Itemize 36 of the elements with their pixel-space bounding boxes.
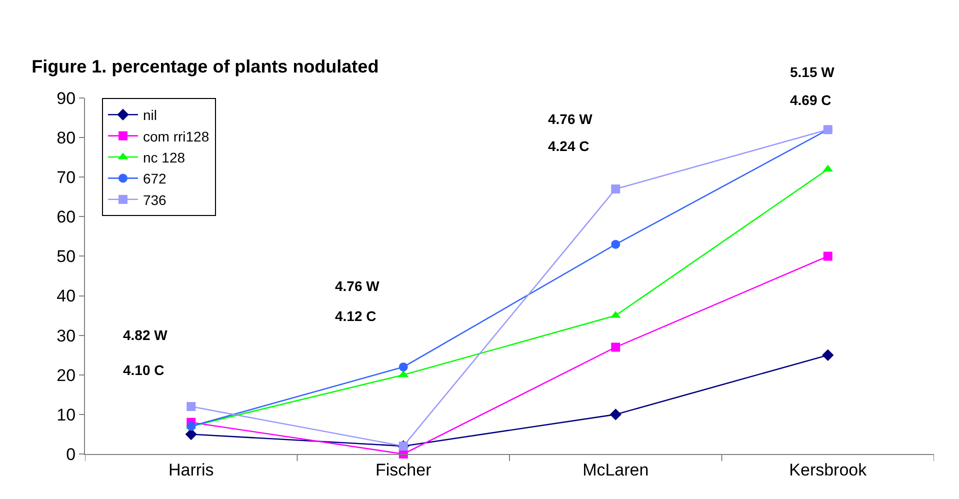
point — [611, 240, 620, 249]
y-tick-label: 40 — [56, 286, 76, 306]
y-tick-label: 20 — [56, 366, 76, 385]
legend-label: com rri128 — [142, 128, 210, 144]
x-tick-label: Fischer — [376, 460, 432, 480]
point — [398, 362, 408, 372]
y-tick-label: 70 — [56, 168, 76, 188]
y-tick-label: 50 — [56, 247, 76, 266]
text: 5.15 W — [790, 64, 836, 80]
legend-label: 736 — [142, 192, 167, 208]
y-tick-label: 90 — [56, 88, 76, 108]
point — [610, 408, 622, 420]
y-tick-label: 80 — [56, 128, 76, 148]
y-tick-label: 10 — [56, 405, 76, 424]
annotation: 4.10 C — [123, 362, 164, 378]
legend-label: nil — [142, 107, 157, 124]
annotation: 4.76 W — [335, 278, 380, 294]
point — [611, 342, 620, 352]
point — [822, 349, 834, 361]
annotation: 4.24 C — [548, 138, 590, 154]
x-tick-label: Kersbrook — [789, 460, 868, 480]
annotation: 4.76 W — [548, 111, 594, 127]
annotation: 4.69 C — [790, 92, 832, 108]
point — [823, 252, 832, 261]
y-tick-label: 30 — [56, 326, 76, 346]
y-tick-label: 60 — [56, 208, 76, 227]
annotation: 4.82 W — [123, 327, 168, 343]
x-tick-label: Harris — [168, 460, 214, 480]
x-tick-label: McLaren — [582, 460, 649, 480]
point — [186, 402, 196, 412]
point — [611, 184, 620, 194]
legend-label: 672 — [142, 170, 167, 187]
chart-title: Figure 1. percentage of plants nodulated — [32, 56, 379, 76]
y-tick-label: 0 — [66, 444, 76, 464]
legend-label: nc 128 — [142, 149, 186, 166]
annotation: 4.12 C — [335, 308, 376, 324]
